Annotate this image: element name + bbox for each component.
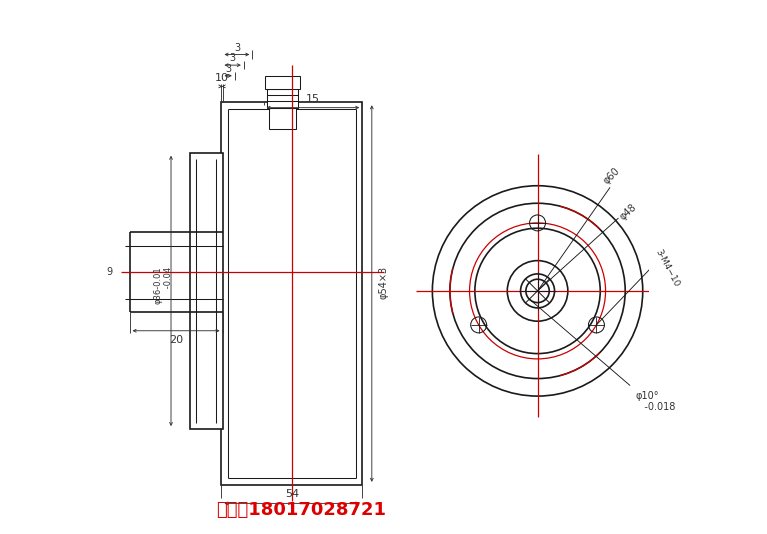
Text: φ54×3: φ54×3 xyxy=(378,266,389,300)
Text: φ36-0.01
      -0.04: φ36-0.01 -0.04 xyxy=(153,267,173,304)
Bar xyxy=(267,89,298,108)
Text: 10: 10 xyxy=(215,73,229,83)
Text: φ48: φ48 xyxy=(617,202,638,222)
Text: 3: 3 xyxy=(225,64,231,74)
Text: 15: 15 xyxy=(306,94,320,104)
Text: 20: 20 xyxy=(169,335,183,345)
Bar xyxy=(189,153,222,429)
Text: 3-M4−10: 3-M4−10 xyxy=(653,247,681,288)
Bar xyxy=(265,76,300,89)
Text: 9: 9 xyxy=(107,268,113,277)
Text: 54: 54 xyxy=(285,489,299,499)
Text: 手机：18017028721: 手机：18017028721 xyxy=(216,501,386,520)
Bar xyxy=(222,103,362,485)
Text: 3: 3 xyxy=(234,43,240,53)
Text: φ60: φ60 xyxy=(601,166,622,186)
Text: 3: 3 xyxy=(229,53,235,63)
Bar xyxy=(268,108,296,129)
Text: φ10°
   -0.018: φ10° -0.018 xyxy=(635,391,676,412)
